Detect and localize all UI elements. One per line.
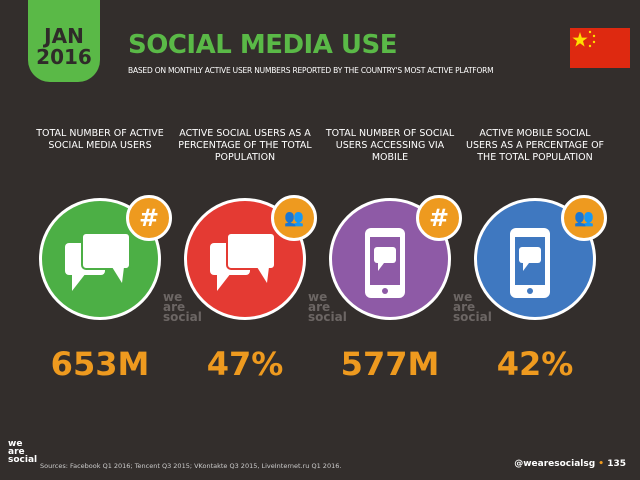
watermark: we are social <box>453 290 492 324</box>
date-badge: JAN 2016 <box>28 0 100 82</box>
people-icon: 👥 <box>561 195 607 241</box>
mobile-chat-icon <box>350 223 420 307</box>
page-title: SOCIAL MEDIA USE <box>128 30 398 60</box>
column-label: TOTAL NUMBER OF ACTIVE SOCIAL MEDIA USER… <box>36 128 164 151</box>
stat-circle <box>329 198 451 320</box>
month: JAN <box>44 24 84 48</box>
page-number: 135 <box>607 459 626 469</box>
watermark: we are social <box>308 290 347 324</box>
watermark: we are social <box>163 290 202 324</box>
hashtag-icon: # <box>416 195 462 241</box>
hashtag-icon: # <box>126 195 172 241</box>
chat-bubbles-icon <box>60 223 140 307</box>
china-flag-icon <box>570 28 630 68</box>
sources: Sources: Facebook Q1 2016; Tencent Q3 20… <box>40 462 342 470</box>
we-are-social-logo: we are social <box>8 439 38 465</box>
column-label: TOTAL NUMBER OF SOCIAL USERS ACCESSING V… <box>325 128 455 163</box>
stat-value: 47% <box>206 345 284 383</box>
column-label: ACTIVE SOCIAL USERS AS A PERCENTAGE OF T… <box>178 128 312 163</box>
stat-value: 653M <box>50 345 150 383</box>
year: 2016 <box>36 45 92 69</box>
chat-bubbles-icon <box>205 223 285 307</box>
footer-handle: @wearesocialsg • 135 <box>514 459 626 469</box>
people-icon: 👥 <box>271 195 317 241</box>
page-subtitle: BASED ON MONTHLY ACTIVE USER NUMBERS REP… <box>128 66 494 75</box>
mobile-chat-icon <box>495 223 565 307</box>
column-label: ACTIVE MOBILE SOCIAL USERS AS A PERCENTA… <box>465 128 605 163</box>
stat-value: 577M <box>340 345 440 383</box>
twitter-handle: @wearesocialsg <box>514 459 596 469</box>
stat-value: 42% <box>496 345 574 383</box>
